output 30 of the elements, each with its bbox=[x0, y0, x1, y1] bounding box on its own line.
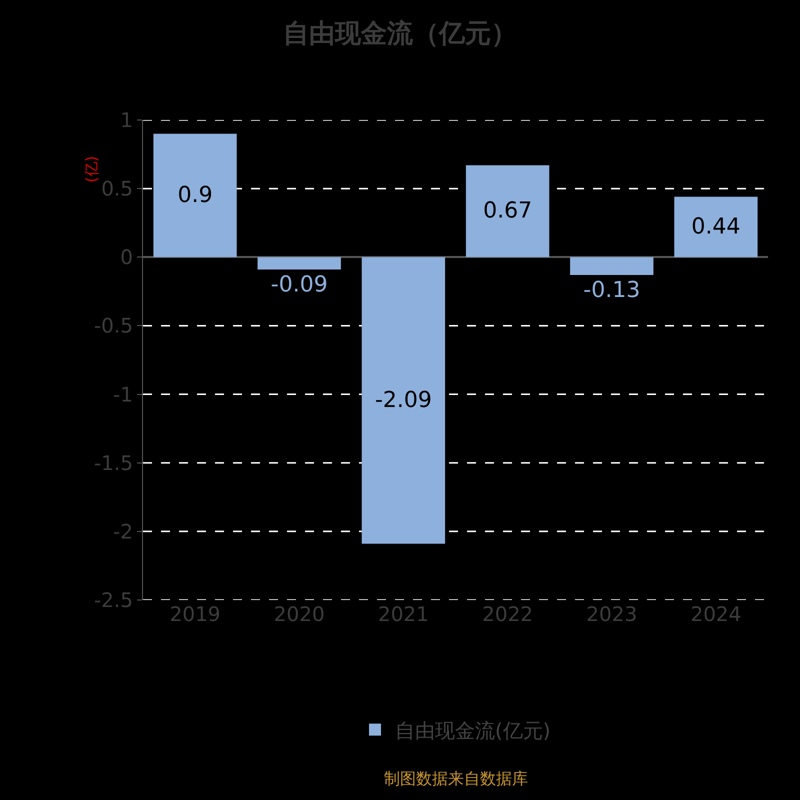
y-tick-label: -2.5 bbox=[94, 588, 133, 612]
y-axis-title: (亿) bbox=[82, 156, 100, 183]
y-tick-label: -0.5 bbox=[94, 314, 133, 338]
data-label: -0.09 bbox=[270, 272, 328, 298]
data-label: 0.44 bbox=[691, 214, 740, 240]
bar bbox=[258, 257, 341, 270]
y-tick-label: -1.5 bbox=[94, 450, 133, 475]
text: 制图数据来自数据库 bbox=[384, 769, 528, 788]
y-tick-label: 0 bbox=[120, 245, 133, 270]
bar bbox=[570, 257, 654, 275]
data-label: 0.9 bbox=[178, 182, 213, 208]
bar bbox=[362, 257, 446, 544]
bar bbox=[674, 196, 758, 258]
data-label: -2.09 bbox=[374, 388, 432, 413]
chart-title: 自由现金流（亿元） bbox=[283, 19, 517, 50]
y-tick-label: -2 bbox=[113, 519, 133, 544]
x-tick-label: 2020 bbox=[274, 602, 325, 626]
bar bbox=[466, 165, 550, 258]
data-label: -0.13 bbox=[583, 278, 640, 303]
x-tick-label: 2021 bbox=[378, 602, 429, 626]
y-tick-label: -1 bbox=[113, 382, 133, 406]
bar bbox=[153, 134, 237, 258]
data-label: 0.67 bbox=[483, 198, 532, 224]
x-tick-label: 2023 bbox=[586, 602, 638, 626]
x-tick-label: 2022 bbox=[482, 602, 534, 626]
x-tick-label: 2019 bbox=[170, 602, 221, 626]
legend-label: 自由现金流(亿元) bbox=[395, 718, 551, 742]
y-tick-label: 0.5 bbox=[101, 176, 133, 201]
x-tick-label: 2024 bbox=[690, 602, 742, 626]
y-tick-label: 1 bbox=[120, 108, 133, 132]
